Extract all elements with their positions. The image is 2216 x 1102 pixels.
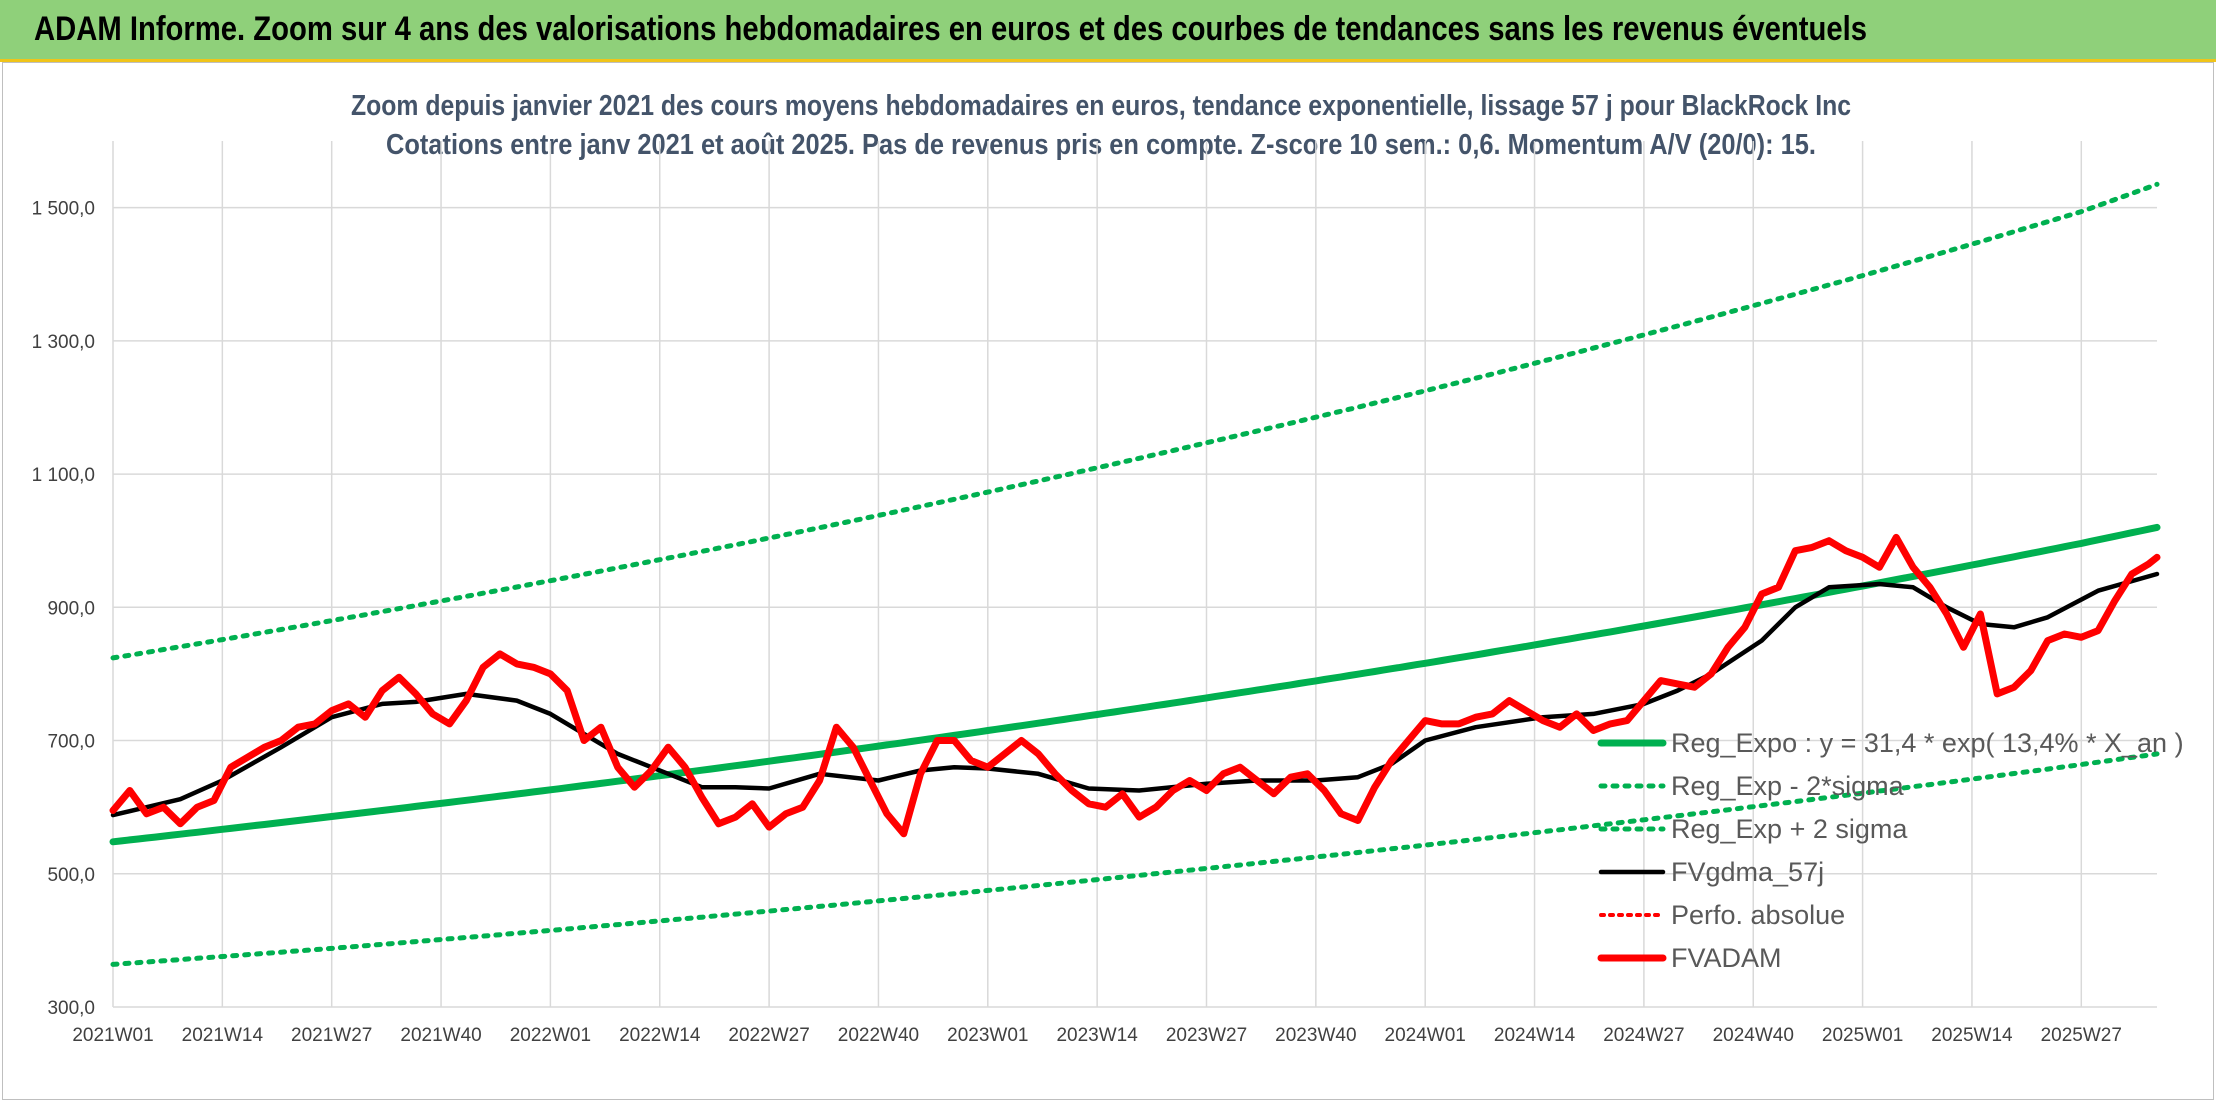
x-tick-label: 2021W40	[400, 1025, 481, 1046]
chart-subtitle: Cotations entre janv 2021 et août 2025. …	[386, 129, 1816, 161]
y-tick-label: 1 300,0	[32, 332, 95, 353]
x-tick-label: 2022W14	[619, 1025, 701, 1046]
y-tick-label: 500,0	[47, 865, 95, 886]
gridlines	[112, 141, 2157, 1008]
x-tick-label: 2023W01	[947, 1025, 1028, 1046]
y-tick-label: 1 100,0	[32, 465, 95, 486]
x-tick-label: 2022W01	[510, 1025, 591, 1046]
y-tick-label: 300,0	[47, 998, 95, 1019]
x-tick-label: 2024W27	[1603, 1025, 1684, 1046]
x-tick-label: 2023W27	[1166, 1025, 1247, 1046]
y-tick-label: 900,0	[47, 598, 95, 619]
legend-label: Reg_Expo : y = 31,4 * exp( 13,4% * X_an …	[1671, 728, 2184, 758]
x-tick-label: 2021W14	[182, 1025, 264, 1046]
legend: Reg_Expo : y = 31,4 * exp( 13,4% * X_an …	[1597, 728, 2184, 973]
legend-label: Reg_Exp + 2 sigma	[1671, 814, 1908, 844]
reg-exp-plus-2sigma-line	[110, 181, 2160, 661]
report-banner: ADAM Informe. Zoom sur 4 ans des valoris…	[0, 0, 2216, 62]
legend-label: FVgdma_57j	[1671, 857, 1824, 887]
legend-label: Perfo. absolue	[1671, 900, 1845, 930]
y-tick-label: 1 500,0	[32, 199, 95, 220]
x-tick-label: 2023W40	[1275, 1025, 1356, 1046]
chart-title: Zoom depuis janvier 2021 des cours moyen…	[351, 90, 1851, 122]
plot-series	[109, 181, 2161, 967]
x-tick-label: 2024W14	[1494, 1025, 1576, 1046]
x-tick-label: 2023W14	[1056, 1025, 1138, 1046]
y-tick-label: 700,0	[47, 732, 95, 753]
line-chart: Zoom depuis janvier 2021 des cours moyen…	[32, 90, 2184, 1046]
x-tick-label: 2025W27	[2041, 1025, 2122, 1046]
x-tick-label: 2022W40	[838, 1025, 919, 1046]
x-tick-label: 2024W40	[1713, 1025, 1794, 1046]
x-tick-label: 2021W01	[72, 1025, 153, 1046]
fvadam-line	[109, 533, 2161, 838]
x-tick-label: 2025W14	[1931, 1025, 2013, 1046]
chart-frame: Zoom depuis janvier 2021 des cours moyen…	[2, 62, 2214, 1100]
report-title: ADAM Informe. Zoom sur 4 ans des valoris…	[34, 10, 1867, 48]
reg-exp-minus-2sigma-line	[110, 751, 2160, 967]
legend-label: FVADAM	[1671, 943, 1782, 973]
x-tick-label: 2022W27	[728, 1025, 809, 1046]
x-tick-label: 2021W27	[291, 1025, 372, 1046]
x-tick-label: 2024W01	[1385, 1025, 1466, 1046]
legend-label: Reg_Exp - 2*sigma	[1671, 771, 1905, 801]
x-tick-label: 2025W01	[1822, 1025, 1903, 1046]
axis-labels: 300,0 500,0 700,0 900,0 1 100,0 1 300,0 1 500,…	[32, 199, 2122, 1046]
fvgdma-57j-line	[110, 571, 2160, 818]
